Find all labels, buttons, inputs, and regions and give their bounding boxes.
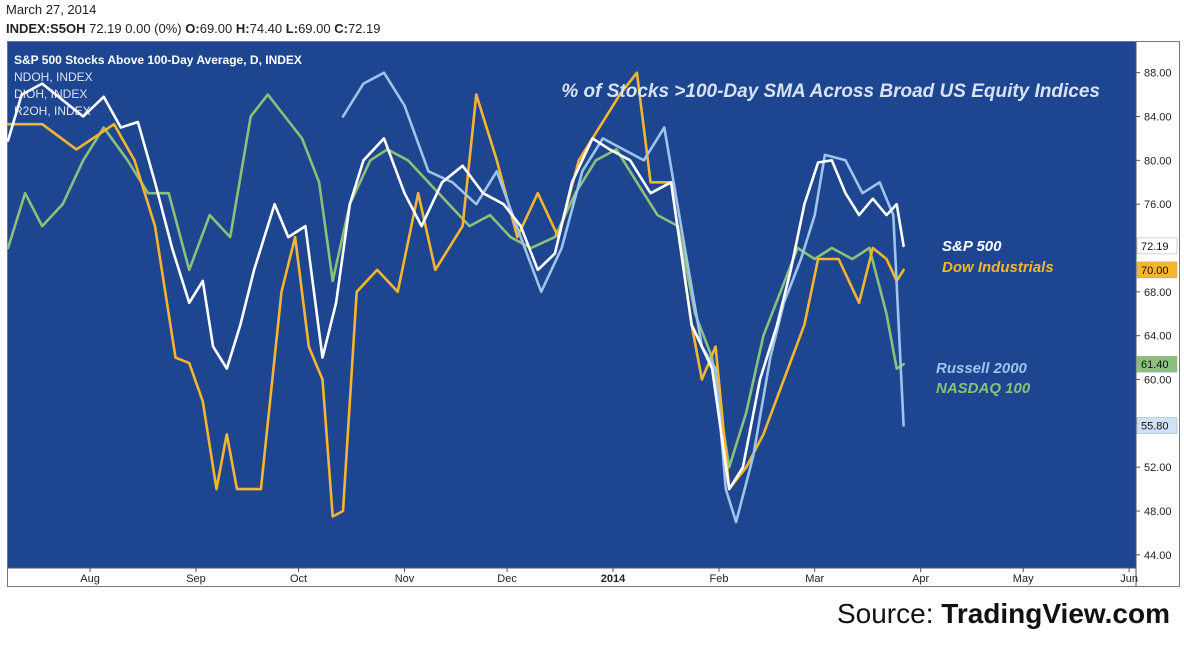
price-tag-nasdaq <box>1136 355 1178 373</box>
close-value: 72.19 <box>347 21 381 36</box>
chart-title: % of Stocks >100-Day SMA Across Broad US… <box>561 81 1100 102</box>
x-tick-label: Jun <box>1120 573 1138 585</box>
x-tick-label: Aug <box>80 573 100 585</box>
y-tick-label: 64.00 <box>1144 331 1172 343</box>
symbol[interactable]: INDEX:S5OH <box>6 21 86 36</box>
source-prefix: Source: <box>836 598 942 629</box>
plot-area[interactable] <box>8 42 1136 568</box>
x-tick-label: Sep <box>186 573 206 585</box>
y-tick-label: 68.00 <box>1144 287 1172 299</box>
x-tick-label: Nov <box>395 573 415 585</box>
high-label: H: <box>235 21 250 36</box>
change-value: 0.00 (0%) <box>125 21 182 36</box>
legend-item: NDOH, INDEX <box>14 70 93 84</box>
y-tick-label: 48.00 <box>1144 506 1172 518</box>
x-tick-label: 2014 <box>601 573 626 585</box>
series-line-russell[interactable] <box>341 71 905 524</box>
source-brand[interactable]: TradingView.com <box>941 598 1170 629</box>
x-tick-label: Feb <box>709 573 728 585</box>
low-value: 69.00 <box>298 21 331 36</box>
source-credit: Source: TradingView.com <box>837 598 1170 630</box>
open-label: O: <box>185 21 200 36</box>
high-value: 74.40 <box>249 21 283 36</box>
chart-date: March 27, 2014 <box>6 2 97 17</box>
price-tag-label-nasdaq: 61.40 <box>1141 359 1169 371</box>
x-axis-area[interactable] <box>8 568 1136 586</box>
series-line-nasdaq[interactable] <box>6 93 905 469</box>
y-tick-label: 76.00 <box>1144 199 1172 211</box>
y-tick-label: 80.00 <box>1144 155 1172 167</box>
x-tick-label: Dec <box>497 573 517 585</box>
legend-item: R2OH, INDEX <box>14 104 91 118</box>
price-tag-dow <box>1136 261 1178 279</box>
price-tag-sp500 <box>1136 237 1178 255</box>
y-tick-label: 88.00 <box>1144 68 1172 80</box>
last-value: 72.19 <box>89 21 122 36</box>
y-tick-label: 60.00 <box>1144 375 1172 387</box>
legend-item: DIOH, INDEX <box>14 87 87 101</box>
series-label-russell: Russell 2000 <box>936 360 1028 377</box>
close-label: C: <box>334 21 348 36</box>
quote-line: INDEX:S5OH 72.19 0.00 (0%) O:69.00 H:74.… <box>6 21 381 36</box>
series-label-dow: Dow Industrials <box>942 259 1054 276</box>
price-tag-label-sp500: 72.19 <box>1141 241 1169 253</box>
price-tag-label-russell: 55.80 <box>1141 421 1169 433</box>
line-chart[interactable]: 44.0048.0052.0056.0060.0064.0068.0072.00… <box>0 0 1184 600</box>
price-tag-label-dow: 70.00 <box>1141 265 1169 277</box>
y-tick-label: 84.00 <box>1144 112 1172 124</box>
series-label-sp500: S&P 500 <box>942 238 1002 255</box>
y-tick-label: 44.00 <box>1144 550 1172 562</box>
price-tag-russell <box>1136 417 1178 434</box>
x-tick-label: Mar <box>805 573 824 585</box>
y-axis-area[interactable] <box>1136 42 1180 586</box>
x-tick-label: May <box>1013 573 1034 585</box>
open-value: 69.00 <box>199 21 233 36</box>
low-label: L: <box>285 21 299 36</box>
series-line-sp500[interactable] <box>6 82 905 491</box>
x-tick-label: Apr <box>912 573 929 585</box>
legend-item: S&P 500 Stocks Above 100-Day Average, D,… <box>14 53 302 67</box>
series-line-dow[interactable] <box>6 71 905 518</box>
x-tick-label: Oct <box>290 573 307 585</box>
y-tick-label: 52.00 <box>1144 462 1172 474</box>
series-label-nasdaq: NASDAQ 100 <box>936 380 1031 397</box>
chart-frame <box>7 41 1180 587</box>
